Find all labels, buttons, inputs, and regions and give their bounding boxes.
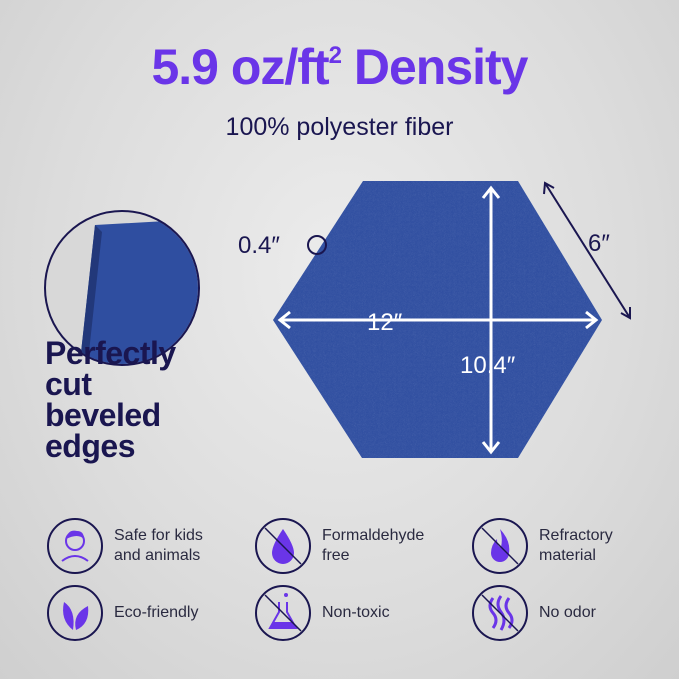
no-odor-icon bbox=[472, 585, 528, 641]
feature-label: Eco-friendly bbox=[114, 604, 199, 621]
thickness-circle-icon bbox=[307, 235, 327, 255]
subtitle: 100% polyester fiber bbox=[225, 113, 454, 141]
side-length-label: 6″ bbox=[588, 230, 610, 257]
feature-refractory: Refractory material bbox=[471, 517, 639, 575]
thickness-label: 0.4″ bbox=[238, 232, 280, 259]
no-fire-icon bbox=[472, 518, 528, 574]
caption-line: Perfectly bbox=[45, 335, 176, 371]
dimension-arrows bbox=[277, 185, 599, 455]
width-label: 12″ bbox=[367, 309, 403, 336]
feature-label: Safe for kids and animals bbox=[114, 527, 203, 564]
caption-line: edges bbox=[45, 428, 135, 464]
caption-line: cut bbox=[45, 366, 92, 402]
height-label: 10.4″ bbox=[460, 352, 516, 379]
feature-formaldehyde-free: Formaldehyde free bbox=[254, 517, 432, 575]
feature-no-odor: No odor bbox=[471, 584, 596, 642]
beveled-edges-caption: Perfectly cut beveled edges bbox=[45, 335, 176, 464]
leaf-icon bbox=[47, 585, 103, 641]
title-superscript: 2 bbox=[328, 42, 342, 69]
side-arrow bbox=[543, 181, 631, 320]
page-title: 5.9 oz/ft2 Density bbox=[0, 38, 679, 96]
feature-label: Non-toxic bbox=[322, 604, 390, 621]
feature-non-toxic: Non-toxic bbox=[254, 584, 390, 642]
title-end: Density bbox=[340, 39, 529, 95]
feature-eco-friendly: Eco-friendly bbox=[46, 584, 198, 642]
title-main: 5.9 oz/ft bbox=[151, 39, 329, 95]
feature-label: Refractory material bbox=[539, 527, 613, 564]
feature-safe-for-kids: Safe for kids and animals bbox=[46, 517, 234, 575]
child-face-icon bbox=[47, 518, 103, 574]
caption-line: beveled bbox=[45, 397, 161, 433]
beveled-edge-closeup bbox=[44, 210, 200, 366]
no-droplet-icon bbox=[255, 518, 311, 574]
no-flask-icon bbox=[255, 585, 311, 641]
feature-label: No odor bbox=[539, 604, 596, 621]
feature-label: Formaldehyde free bbox=[322, 527, 425, 564]
